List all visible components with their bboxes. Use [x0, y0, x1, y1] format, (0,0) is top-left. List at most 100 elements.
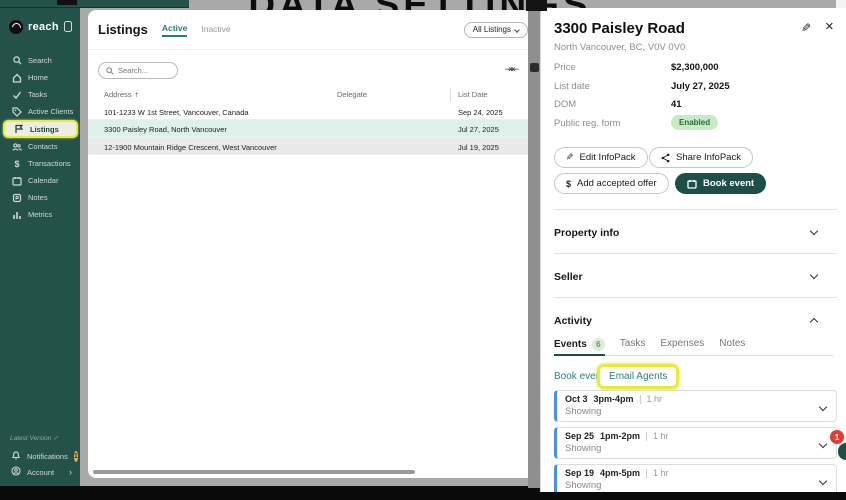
edit-icon[interactable]: ✎: [801, 21, 812, 35]
sidebar-item-label: Listings: [30, 124, 59, 134]
table-row[interactable]: 12-1900 Mountain Ridge Crescent, West Va…: [88, 137, 540, 155]
sidebar: reach Search Home Tasks Active Clients: [0, 8, 80, 486]
bar-chart-icon: [12, 210, 22, 220]
chevron-down-icon: [809, 270, 819, 280]
detail-title: 3300 Paisley Road: [554, 20, 685, 37]
sidebar-item-home[interactable]: Home: [0, 69, 80, 86]
field-price: Price $2,300,000: [554, 62, 833, 76]
people-icon: [12, 142, 22, 152]
email-agents-highlight[interactable]: Email Agents: [597, 364, 680, 389]
sidebar-item-label: Metrics: [28, 210, 53, 219]
close-icon[interactable]: ×: [825, 18, 834, 35]
alert-badge: 1: [830, 430, 844, 444]
tab-events[interactable]: Events 6: [554, 338, 605, 356]
tab-label: Events: [554, 339, 587, 350]
all-listings-label: All Listings: [472, 25, 511, 34]
table-header: Address ↑ Delegate List Date: [88, 88, 540, 103]
sidebar-item-active-clients[interactable]: Active Clients: [0, 103, 80, 120]
sidebar-item-calendar[interactable]: Calendar: [0, 172, 80, 189]
book-event-link[interactable]: Book event: [554, 371, 605, 382]
sidebar-item-transactions[interactable]: $ Transactions: [0, 155, 80, 172]
section-activity[interactable]: Activity: [554, 315, 833, 327]
field-value: 41: [671, 99, 682, 110]
tab-expenses[interactable]: Expenses: [660, 338, 705, 349]
column-list-date[interactable]: List Date: [458, 90, 488, 99]
sidebar-item-search[interactable]: Search: [0, 52, 80, 69]
sidebar-footer: Latest Version ✓ Notifications 1 Account…: [0, 434, 80, 480]
page-scrollbar[interactable]: [528, 10, 540, 488]
enabled-badge: Enabled: [671, 115, 719, 130]
all-listings-dropdown[interactable]: All Listings: [463, 21, 528, 38]
pencil-icon: ✎: [566, 152, 574, 162]
button-label: Edit InfoPack: [579, 152, 636, 163]
sidebar-item-label: Transactions: [28, 159, 71, 168]
event-duration: 1 hr: [653, 468, 669, 478]
section-label: Seller: [554, 271, 583, 283]
tab-inactive[interactable]: Inactive: [201, 23, 231, 34]
search-input[interactable]: [118, 66, 170, 75]
add-accepted-offer-button[interactable]: $ Add accepted offer: [554, 173, 669, 194]
sidebar-item-label: Search: [28, 56, 52, 65]
cell-list-date: Sep 24, 2025: [458, 108, 503, 117]
dollar-icon: $: [566, 178, 572, 189]
sidebar-item-contacts[interactable]: Contacts: [0, 138, 80, 155]
sidebar-item-listings[interactable]: Listings: [3, 120, 78, 138]
dollar-icon: $: [14, 158, 20, 169]
edit-infopack-button[interactable]: ✎ Edit InfoPack: [554, 147, 648, 168]
sidebar-item-label: Notes: [28, 193, 48, 202]
top-corner: [836, 0, 846, 9]
horizontal-scrollbar[interactable]: [93, 470, 415, 474]
event-type: Showing: [565, 480, 602, 491]
event-card[interactable]: Sep 19 4pm-5pm 1 hr Showing: [554, 464, 837, 492]
sidebar-item-label: Notifications: [27, 451, 68, 461]
column-delegate[interactable]: Delegate: [337, 90, 368, 99]
chevron-up-icon: [809, 317, 819, 327]
field-list-date: List date July 27, 2025: [554, 81, 833, 95]
sidebar-item-notifications[interactable]: Notifications 1: [0, 448, 80, 464]
sidebar-item-metrics[interactable]: Metrics: [0, 206, 80, 223]
tab-active[interactable]: Active: [161, 23, 188, 37]
table-row[interactable]: 101-1233 W 1st Street, Vancouver, Canada…: [88, 103, 540, 121]
sidebar-item-notes[interactable]: Notes: [0, 189, 80, 206]
tag-icon: [12, 106, 22, 117]
search-icon: [106, 66, 114, 75]
hidden-toolbar-icon: [530, 63, 539, 72]
field-label: List date: [554, 81, 590, 92]
field-label: DOM: [554, 99, 577, 110]
section-property-info[interactable]: Property info: [554, 226, 833, 239]
divider: [554, 253, 837, 254]
collapse-columns-icon[interactable]: ⇥⇤: [504, 64, 519, 74]
activity-links: Book event Email Agents: [554, 364, 680, 389]
column-address[interactable]: Address ↑: [104, 90, 139, 99]
field-value: July 27, 2025: [671, 81, 730, 92]
tab-notes[interactable]: Notes: [719, 338, 746, 349]
listings-toolbar: ⇥⇤: [98, 62, 532, 82]
event-card[interactable]: Oct 3 3pm-4pm 1 hr Showing: [554, 390, 837, 422]
event-card[interactable]: Sep 25 1pm-2pm 1 hr Showing: [554, 427, 837, 459]
event-duration: 1 hr: [653, 431, 669, 441]
section-seller[interactable]: Seller: [554, 270, 833, 283]
button-label: Share InfoPack: [676, 152, 741, 163]
divider: [646, 468, 648, 478]
search-box[interactable]: [98, 62, 178, 79]
divider: [554, 209, 837, 210]
sidebar-toggle-icon[interactable]: [63, 21, 73, 32]
cell-list-date: Jul 19, 2025: [458, 142, 499, 152]
divider: [639, 394, 641, 404]
scrollbar-cap: [526, 0, 547, 11]
home-icon: [12, 73, 22, 83]
book-event-button[interactable]: Book event: [675, 173, 767, 194]
event-date: Sep 19: [565, 468, 595, 478]
tab-tasks[interactable]: Tasks: [619, 338, 646, 349]
sidebar-item-tasks[interactable]: Tasks: [0, 86, 80, 103]
chat-widget[interactable]: [838, 443, 846, 460]
email-agents-link: Email Agents: [609, 371, 668, 382]
event-time: 1pm-2pm: [600, 431, 641, 441]
sidebar-item-account[interactable]: Account ›: [0, 464, 80, 480]
column-separator: [450, 88, 451, 102]
share-infopack-button[interactable]: Share InfoPack: [649, 147, 753, 168]
check-icon: [12, 90, 22, 100]
table-row-selected[interactable]: 3300 Paisley Road, North Vancouver Jul 2…: [88, 120, 540, 138]
event-type: Showing: [565, 406, 602, 417]
